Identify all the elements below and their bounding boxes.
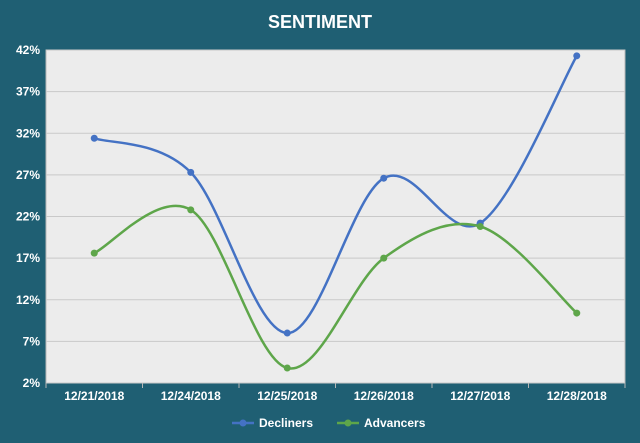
y-tick-label: 32% bbox=[16, 126, 40, 140]
data-point-decliners bbox=[573, 52, 581, 60]
y-tick-label: 2% bbox=[23, 376, 41, 390]
data-point-advancers bbox=[380, 254, 388, 262]
series-advancers bbox=[90, 204, 581, 372]
data-point-advancers bbox=[476, 222, 484, 230]
legend-swatch-marker bbox=[239, 419, 247, 427]
data-point-advancers bbox=[187, 206, 195, 214]
y-tick-label: 37% bbox=[16, 85, 40, 99]
y-tick-label: 7% bbox=[23, 334, 41, 348]
chart-title: SENTIMENT bbox=[268, 12, 372, 32]
x-tick-label: 12/21/2018 bbox=[64, 389, 124, 403]
y-tick-label: 22% bbox=[16, 210, 40, 224]
legend-item-decliners: Decliners bbox=[232, 416, 313, 430]
data-point-decliners bbox=[90, 134, 98, 142]
legend-swatch-marker bbox=[344, 419, 352, 427]
gridlines bbox=[46, 49, 625, 384]
legend-label: Decliners bbox=[259, 416, 313, 430]
x-tick-label: 12/25/2018 bbox=[257, 389, 317, 403]
y-tick-label: 27% bbox=[16, 168, 40, 182]
y-axis: 2% 7% 12% 17% 22% 27% 32% 37% 42% bbox=[16, 43, 40, 390]
x-tick-label: 12/27/2018 bbox=[450, 389, 510, 403]
y-tick-label: 17% bbox=[16, 251, 40, 265]
x-tick-label: 12/24/2018 bbox=[161, 389, 221, 403]
legend-item-advancers: Advancers bbox=[337, 416, 426, 430]
y-tick-label: 12% bbox=[16, 293, 40, 307]
data-point-decliners bbox=[187, 168, 195, 176]
x-tick-label: 12/28/2018 bbox=[547, 389, 607, 403]
y-tick-label: 42% bbox=[16, 43, 40, 57]
data-point-advancers bbox=[283, 364, 291, 372]
legend-label: Advancers bbox=[364, 416, 426, 430]
data-point-decliners bbox=[283, 329, 291, 337]
x-tick-label: 12/26/2018 bbox=[354, 389, 414, 403]
data-point-advancers bbox=[573, 309, 581, 317]
legend: Decliners Advancers bbox=[232, 416, 426, 430]
data-point-decliners bbox=[380, 174, 388, 182]
x-axis: 12/21/2018 12/24/2018 12/25/2018 12/26/2018… bbox=[45, 383, 626, 403]
data-point-advancers bbox=[90, 249, 98, 257]
series-layer bbox=[90, 52, 581, 372]
series-line-advancers bbox=[93, 204, 578, 370]
